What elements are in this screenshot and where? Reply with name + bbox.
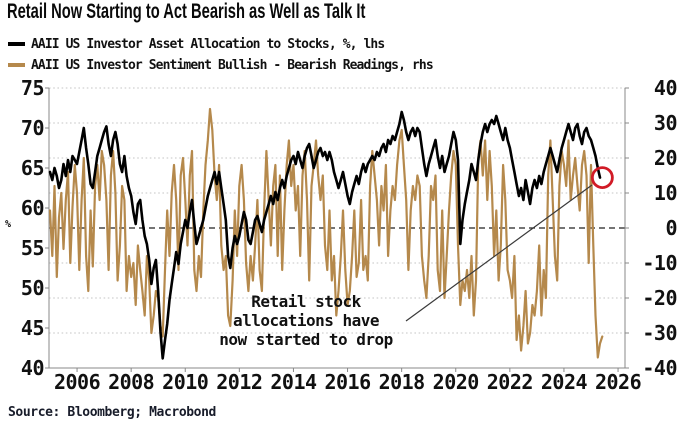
y-left-tick-label: 60 [21,196,44,220]
legend-label-sentiment: AAII US Investor Sentiment Bullish - Bea… [31,57,434,73]
x-tick-label: 2014 [270,370,317,394]
y-left-tick-label: 75 [21,76,44,100]
highlight-circle [590,166,614,190]
x-tick-label: 2024 [541,370,588,394]
y-right-tick-label: 30 [654,111,677,135]
x-tick-label: 2018 [379,370,425,394]
chart-title: Retail Now Starting to Act Bearish as We… [7,0,366,23]
x-tick-label: 2026 [595,370,641,394]
y-right-tick-label: 10 [654,181,677,205]
callout-line [405,184,593,322]
x-tick-label: 2010 [162,370,208,394]
y-right-tick-label: -20 [642,286,677,310]
y-left-tick-label: 40 [21,356,44,380]
y-right-tick-label: -30 [642,321,677,345]
y-right-tick-label: -40 [642,356,677,380]
y-right-tick-label: -10 [642,251,677,275]
y-left-tick-label: 55 [21,236,44,260]
x-tick-label: 2022 [487,370,533,394]
y-right-tick-label: 40 [654,76,677,100]
y-left-tick-label: 70 [21,116,44,140]
legend-swatch-sentiment-line [8,63,25,67]
x-tick-label: 2006 [54,370,100,394]
y-left-unit-label: % [5,219,11,230]
x-tick-label: 2008 [108,370,154,394]
x-tick-label: 2020 [433,370,479,394]
source-text: Source: Bloomberg; Macrobond [8,405,216,420]
x-tick-label: 2012 [216,370,262,394]
x-tick-label: 2016 [324,370,370,394]
sentiment-series-line [48,107,604,359]
y-left-tick-label: 45 [21,316,44,340]
y-left-tick-label: 50 [21,276,44,300]
y-right-tick-label: 20 [654,146,677,170]
y-right-tick-label: 0 [665,216,677,240]
legend-label-allocation: AAII US Investor Asset Allocation to Sto… [31,36,385,52]
legend-item-allocation: AAII US Investor Asset Allocation to Sto… [8,36,385,52]
y-left-tick-label: 65 [21,156,44,180]
legend-swatch-allocation-line [8,42,25,46]
allocation-series-line [48,110,602,360]
legend-item-sentiment: AAII US Investor Sentiment Bullish - Bea… [8,57,434,73]
annotation-text: Retail stock allocations have now starte… [219,292,393,349]
